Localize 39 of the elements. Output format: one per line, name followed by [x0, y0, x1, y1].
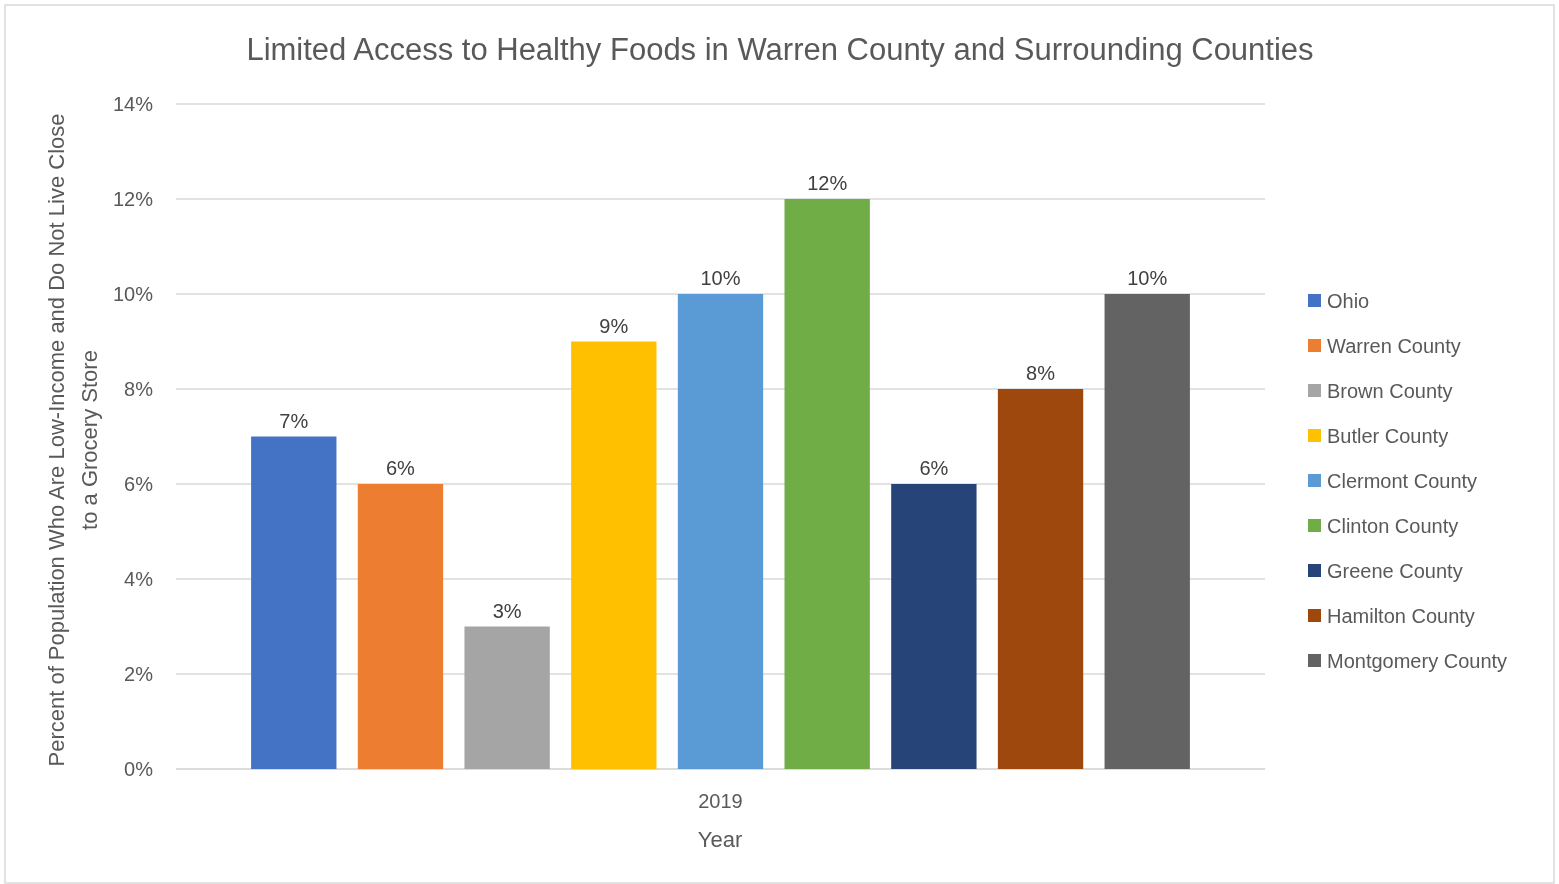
bar [677, 294, 764, 769]
legend-label: Greene County [1327, 560, 1463, 582]
y-axis-title: Percent of Population Who Are Low-Income and Do Not Live Close to a Grocery Store [44, 113, 102, 767]
legend-label: Clinton County [1327, 515, 1459, 537]
data-label: 3% [492, 599, 522, 622]
y-tick-label: 2% [124, 663, 154, 685]
data-label: 7% [279, 409, 309, 432]
legend-label: Clermont County [1327, 470, 1478, 492]
y-tick-label: 12% [112, 188, 154, 210]
legend-label: Ohio [1327, 290, 1370, 312]
y-tick-label: 10% [112, 283, 154, 305]
bar [891, 484, 977, 769]
bar [997, 389, 1084, 769]
y-tick-label: 0% [124, 758, 154, 780]
legend-label: Butler County [1327, 425, 1449, 447]
bar [357, 484, 444, 769]
bar [251, 436, 337, 769]
data-label: 8% [1026, 362, 1056, 384]
bar [464, 626, 550, 769]
y-tick-label: 4% [124, 568, 154, 590]
legend-label: Hamilton County [1327, 605, 1475, 627]
data-label: 9% [599, 314, 629, 337]
data-label: 6% [386, 457, 416, 479]
legend-label: Montgomery County [1327, 650, 1508, 672]
bar [571, 341, 657, 769]
bar [1104, 294, 1190, 769]
chart-title: Limited Access to Healthy Foods in Warren County and Surrounding Counties [246, 32, 1314, 67]
x-axis-title: Year [697, 827, 743, 852]
y-tick-label: 6% [124, 473, 154, 495]
x-tick-label: 2019 [698, 790, 743, 812]
legend-label: Warren County [1327, 335, 1461, 357]
data-label: 10% [1127, 267, 1168, 289]
data-label: 12% [807, 172, 848, 194]
y-tick-label: 8% [124, 378, 154, 400]
data-label: 6% [919, 457, 949, 479]
y-tick-label: 14% [112, 93, 154, 115]
data-label: 10% [700, 267, 741, 289]
legend-label: Brown County [1327, 380, 1453, 402]
bar [784, 199, 870, 769]
